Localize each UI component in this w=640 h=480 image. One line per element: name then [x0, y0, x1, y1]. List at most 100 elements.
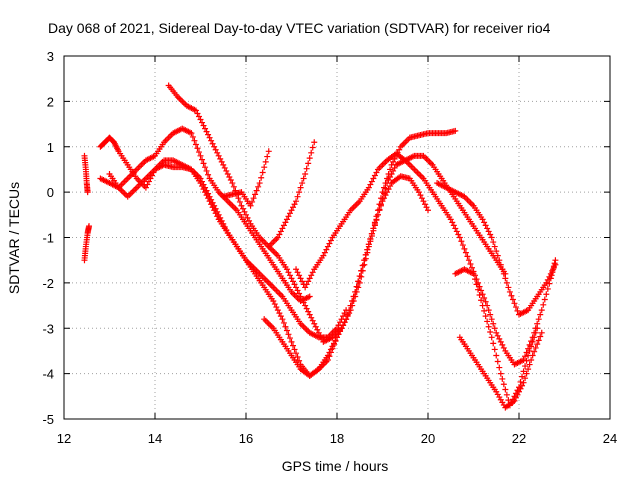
- data-point-marker: [387, 166, 394, 173]
- y-tick-label: 0: [47, 185, 54, 200]
- data-point-marker: [476, 283, 483, 290]
- data-point-marker: [529, 338, 536, 345]
- data-point-marker: [264, 153, 271, 160]
- series-arc-a: [81, 152, 91, 196]
- data-point-marker: [282, 323, 289, 330]
- series-arc-d: [97, 125, 313, 305]
- data-point-marker: [479, 216, 486, 223]
- data-point-marker: [496, 364, 503, 371]
- x-axis-label: GPS time / hours: [282, 458, 389, 474]
- data-point-marker: [528, 343, 535, 350]
- data-point-marker: [499, 375, 506, 382]
- data-point-marker: [534, 341, 541, 348]
- data-point-marker: [390, 158, 397, 165]
- data-point-marker: [387, 174, 394, 180]
- data-point-marker: [541, 296, 548, 303]
- data-point-marker: [283, 216, 290, 223]
- data-point-marker: [312, 323, 319, 330]
- data-point-marker: [200, 122, 207, 129]
- x-tick-label: 18: [330, 431, 344, 446]
- data-point-marker: [208, 137, 215, 144]
- data-point-marker: [305, 278, 312, 285]
- data-point-marker: [523, 349, 530, 356]
- data-point-marker: [509, 296, 516, 303]
- data-point-marker: [241, 208, 248, 215]
- series-arc-b: [81, 223, 93, 264]
- data-point-marker: [373, 216, 380, 223]
- data-point-marker: [306, 293, 313, 300]
- data-point-marker: [320, 252, 327, 259]
- data-point-marker: [470, 270, 477, 277]
- data-point-marker: [194, 145, 201, 152]
- data-point-marker: [194, 110, 201, 117]
- data-point-marker: [288, 207, 295, 214]
- data-point-marker: [538, 329, 545, 336]
- data-point-marker: [273, 304, 280, 311]
- data-point-marker: [488, 334, 495, 341]
- data-point-marker: [302, 302, 309, 309]
- data-point-marker: [205, 195, 212, 202]
- data-point-marker: [346, 307, 353, 314]
- x-tick-label: 16: [239, 431, 253, 446]
- data-point-marker: [485, 323, 492, 330]
- data-point-marker: [290, 204, 297, 211]
- data-point-marker: [491, 325, 498, 332]
- data-point-marker: [191, 137, 198, 144]
- data-point-marker: [280, 319, 287, 326]
- data-point-marker: [365, 184, 372, 191]
- data-point-marker: [520, 368, 527, 375]
- x-tick-label: 22: [512, 431, 526, 446]
- data-point-marker: [229, 180, 236, 187]
- data-point-marker: [290, 278, 297, 285]
- data-point-marker: [212, 146, 219, 153]
- data-point-marker: [259, 169, 266, 176]
- data-point-marker: [415, 189, 422, 196]
- data-point-marker: [192, 107, 199, 114]
- data-point-marker: [288, 338, 295, 345]
- x-tick-label: 12: [57, 431, 71, 446]
- data-point-marker: [479, 302, 486, 309]
- data-point-marker: [253, 187, 260, 194]
- data-point-marker: [249, 198, 256, 205]
- data-point-marker: [384, 189, 391, 196]
- data-point-marker: [376, 207, 383, 214]
- data-point-marker: [189, 133, 196, 140]
- data-point-marker: [353, 283, 360, 290]
- data-point-marker: [519, 373, 526, 380]
- data-point-marker: [223, 167, 230, 174]
- data-point-marker: [195, 113, 202, 120]
- plot-frame: [63, 55, 611, 420]
- data-point-marker: [493, 248, 500, 255]
- data-point-marker: [505, 284, 512, 291]
- data-point-marker: [293, 350, 300, 357]
- data-point-marker: [452, 225, 459, 232]
- data-point-marker: [324, 357, 331, 364]
- data-point-marker: [529, 352, 536, 359]
- data-point-marker: [327, 349, 334, 356]
- data-point-marker: [373, 169, 380, 176]
- data-point-marker: [202, 189, 209, 196]
- data-point-marker: [142, 184, 149, 191]
- data-point-marker: [305, 160, 312, 167]
- data-point-marker: [543, 279, 550, 286]
- data-point-marker: [265, 148, 272, 155]
- data-point-marker: [368, 230, 375, 237]
- data-point-marker: [520, 379, 527, 386]
- data-point-marker: [299, 296, 306, 303]
- data-point-marker: [332, 338, 339, 345]
- data-point-marker: [226, 174, 233, 180]
- data-point-marker: [296, 290, 303, 297]
- data-point-marker: [305, 308, 312, 315]
- data-point-marker: [358, 267, 365, 274]
- data-point-marker: [279, 225, 286, 232]
- data-point-marker: [195, 149, 202, 156]
- data-point-marker: [475, 286, 482, 293]
- data-point-marker: [285, 269, 292, 276]
- data-point-marker: [374, 211, 381, 218]
- data-point-marker: [500, 270, 507, 277]
- data-point-marker: [211, 207, 218, 214]
- data-point-marker: [343, 316, 350, 323]
- data-point-marker: [359, 262, 366, 269]
- data-point-marker: [523, 357, 530, 364]
- data-point-marker: [314, 326, 321, 333]
